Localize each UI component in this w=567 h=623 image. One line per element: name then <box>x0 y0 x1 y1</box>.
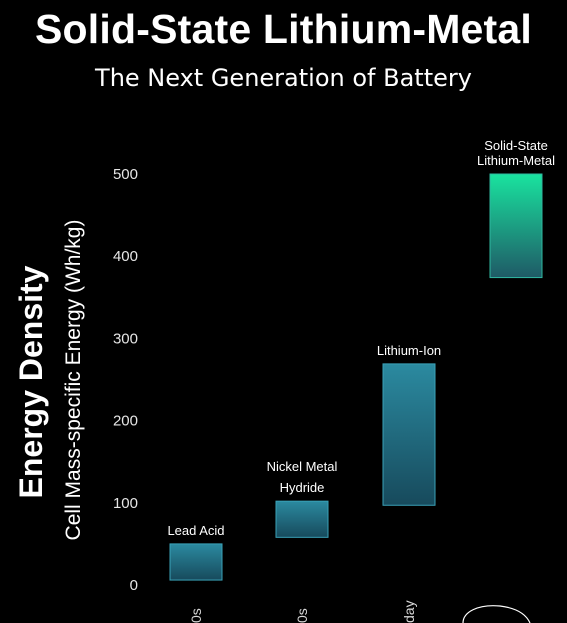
y-axis-label: Cell Mass-specific Energy (Wh/kg) <box>62 220 85 541</box>
partial-outline-shape <box>462 605 531 623</box>
bar-solid-state-lithium-metal <box>489 173 543 279</box>
category-label: Lead Acid <box>167 523 224 538</box>
x-tick-label: day <box>401 600 417 623</box>
bar-nickel-metal-hydride <box>275 500 329 538</box>
category-label: Solid-State <box>484 138 548 153</box>
page-subtitle: The Next Generation of Battery <box>95 64 472 92</box>
y-tick-label: 0 <box>130 577 138 594</box>
category-label: Nickel Metal <box>267 459 338 474</box>
x-tick-label: 0s <box>188 608 204 623</box>
y-tick-label: 500 <box>113 166 138 183</box>
bar-lithium-ion <box>382 363 436 506</box>
y-tick-label: 200 <box>113 413 138 430</box>
page-title: Solid-State Lithium-Metal <box>35 6 532 52</box>
y-tick-label: 400 <box>113 248 138 265</box>
y-tick-label: 300 <box>113 330 138 347</box>
category-label: Lithium-Metal <box>477 153 555 168</box>
x-tick-label: 0s <box>294 608 310 623</box>
category-labels: Lead Acid Nickel Metal Hydride Lithium-Ion S… <box>167 138 555 538</box>
category-label: Hydride <box>280 480 325 495</box>
x-axis-ticks: 0s 0s day <box>188 600 417 623</box>
bars <box>169 173 543 581</box>
y-axis-main-label: Energy Density <box>13 265 49 498</box>
category-label: Lithium-Ion <box>377 343 441 358</box>
bar-lead-acid <box>169 543 223 581</box>
y-axis-ticks: 0 100 200 300 400 500 <box>113 166 138 594</box>
y-tick-label: 100 <box>113 495 138 512</box>
